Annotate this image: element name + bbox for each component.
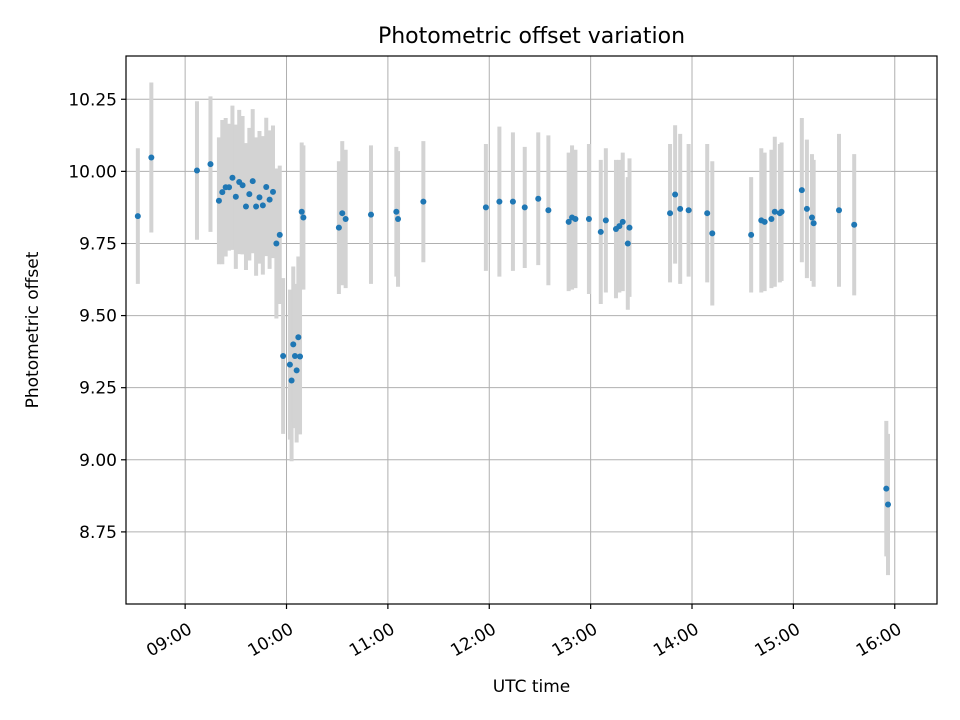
data-point bbox=[685, 207, 692, 214]
data-point bbox=[509, 198, 516, 205]
data-point bbox=[602, 217, 609, 224]
data-point bbox=[761, 218, 768, 225]
data-point bbox=[803, 205, 810, 212]
data-point bbox=[239, 182, 246, 189]
data-point bbox=[704, 210, 711, 217]
y-tick-label: 10.25 bbox=[68, 90, 117, 110]
y-tick-label: 9.25 bbox=[79, 379, 117, 399]
data-point bbox=[883, 485, 890, 492]
data-point bbox=[885, 501, 892, 508]
data-point bbox=[626, 224, 633, 231]
data-point bbox=[339, 210, 346, 217]
y-tick-label: 8.75 bbox=[79, 523, 117, 543]
y-tick-label: 9.50 bbox=[79, 307, 117, 327]
data-point bbox=[288, 377, 295, 384]
point-layer bbox=[134, 154, 892, 508]
data-point bbox=[808, 214, 815, 221]
data-point bbox=[565, 218, 572, 225]
data-point bbox=[148, 154, 155, 161]
data-point bbox=[420, 198, 427, 205]
data-point bbox=[295, 334, 302, 341]
data-point bbox=[242, 203, 249, 210]
data-point bbox=[134, 213, 141, 220]
data-point bbox=[286, 361, 293, 368]
data-point bbox=[246, 191, 253, 198]
data-point bbox=[616, 223, 623, 230]
data-point bbox=[259, 202, 266, 209]
y-tick-label: 9.00 bbox=[79, 451, 117, 471]
data-point bbox=[851, 221, 858, 228]
data-point bbox=[778, 208, 785, 215]
data-point bbox=[298, 208, 305, 215]
data-point bbox=[293, 367, 300, 374]
data-point bbox=[367, 211, 374, 218]
data-point bbox=[572, 215, 579, 222]
chart-title: Photometric offset variation bbox=[378, 24, 685, 49]
data-point bbox=[263, 183, 270, 190]
data-point bbox=[619, 218, 626, 225]
data-point bbox=[219, 189, 226, 196]
data-point bbox=[585, 215, 592, 222]
data-point bbox=[215, 197, 222, 204]
data-point bbox=[280, 352, 287, 359]
data-point bbox=[677, 205, 684, 212]
data-point bbox=[193, 167, 200, 174]
data-point bbox=[521, 204, 528, 211]
y-tick-label: 9.75 bbox=[79, 234, 117, 254]
data-point bbox=[482, 204, 489, 211]
data-point bbox=[836, 207, 843, 214]
data-point bbox=[672, 191, 679, 198]
data-point bbox=[771, 208, 778, 215]
x-axis-label: UTC time bbox=[493, 677, 571, 697]
data-point bbox=[266, 196, 273, 203]
data-point bbox=[709, 230, 716, 237]
data-point bbox=[273, 240, 280, 247]
data-point bbox=[207, 161, 214, 168]
data-point bbox=[597, 228, 604, 235]
data-point bbox=[253, 203, 260, 210]
data-point bbox=[395, 215, 402, 222]
data-point bbox=[667, 210, 674, 217]
y-tick-label: 10.00 bbox=[68, 162, 117, 182]
data-point bbox=[300, 214, 307, 221]
data-point bbox=[276, 231, 283, 238]
data-point bbox=[545, 207, 552, 214]
data-point bbox=[496, 198, 503, 205]
data-point bbox=[748, 231, 755, 238]
data-point bbox=[229, 174, 236, 181]
data-point bbox=[249, 178, 256, 185]
data-point bbox=[232, 193, 239, 200]
data-point bbox=[810, 220, 817, 227]
data-point bbox=[269, 188, 276, 195]
data-point bbox=[256, 194, 263, 201]
data-point bbox=[798, 187, 805, 194]
data-point bbox=[624, 240, 631, 247]
data-point bbox=[768, 215, 775, 222]
data-point bbox=[226, 184, 233, 191]
data-point bbox=[342, 215, 349, 222]
y-axis-label: Photometric offset bbox=[23, 251, 43, 408]
data-point bbox=[297, 353, 304, 360]
data-point bbox=[393, 208, 400, 215]
plot-frame bbox=[125, 55, 938, 605]
data-point bbox=[535, 195, 542, 202]
data-point bbox=[290, 341, 297, 348]
data-point bbox=[291, 352, 298, 359]
data-point bbox=[335, 224, 342, 231]
